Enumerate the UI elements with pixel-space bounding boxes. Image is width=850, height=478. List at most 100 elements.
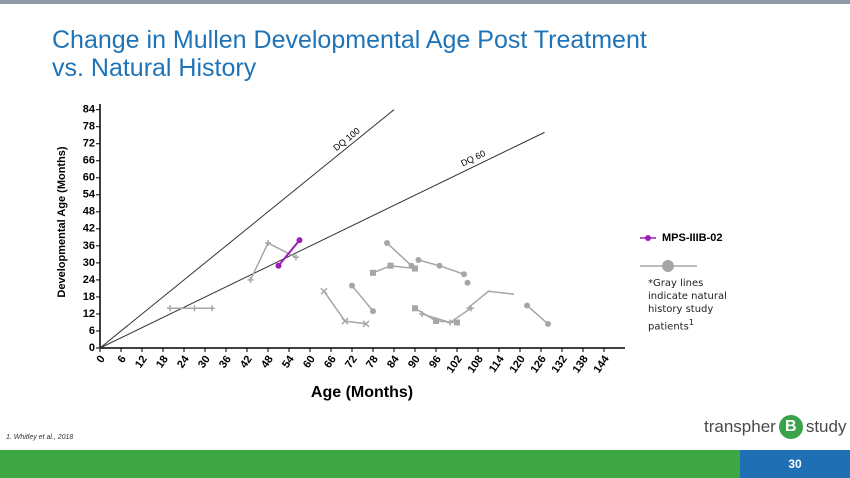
point	[447, 319, 453, 326]
point	[461, 271, 467, 278]
logo-text: transpher	[704, 417, 776, 436]
x-axis-label: Age (Months)	[311, 384, 413, 401]
point	[415, 257, 422, 264]
point	[293, 254, 299, 261]
x-tick-label: 132	[549, 354, 569, 376]
y-tick-label: 78	[83, 121, 95, 133]
logo-mark: B	[778, 415, 803, 439]
x-tick-label: 96	[427, 354, 444, 371]
x-tick-label: 78	[364, 354, 381, 371]
series-line	[526, 304, 549, 325]
point	[296, 237, 303, 244]
point	[512, 293, 514, 296]
y-axis-label: Developmental Age (Months)	[56, 146, 68, 297]
top-rule	[0, 0, 850, 4]
x-tick-label: 72	[343, 354, 360, 371]
reference-line	[99, 131, 545, 349]
x-tick-label: 36	[217, 354, 234, 371]
legend-label: MPS-IIIB-02	[662, 232, 723, 244]
slide-title: Change in Mullen Developmental Age Post …	[52, 26, 647, 82]
point	[265, 240, 271, 247]
y-tick-label: 24	[83, 274, 96, 286]
series-line	[249, 242, 297, 281]
note-ref: 1	[688, 317, 695, 327]
note-text: *Gray lines indicate natural history stu…	[648, 278, 727, 333]
x-tick-label: 90	[406, 354, 423, 371]
y-tick-label: 72	[83, 138, 95, 150]
title-line: Change in Mullen Developmental Age Post …	[52, 26, 647, 54]
x-tick-label: 18	[154, 354, 171, 371]
point	[387, 262, 394, 269]
x-tick-label: 144	[591, 353, 612, 376]
x-tick-label: 6	[115, 354, 128, 366]
x-tick-label: 12	[133, 354, 150, 371]
y-tick-label: 12	[83, 308, 95, 320]
footer-bar	[0, 450, 850, 478]
point	[487, 290, 490, 293]
x-tick-label: 114	[487, 353, 508, 375]
point	[320, 287, 328, 295]
x-tick-label: 120	[507, 354, 527, 376]
point	[362, 320, 370, 328]
legend-marker	[662, 260, 674, 272]
reference-line	[99, 109, 395, 349]
y-tick-label: 84	[83, 104, 96, 116]
y-tick-label: 6	[89, 325, 95, 337]
x-tick-label: 42	[238, 354, 255, 371]
point	[419, 310, 425, 317]
point	[384, 240, 390, 247]
logo: transpher B study	[704, 415, 846, 439]
point	[412, 305, 418, 312]
x-tick-label: 138	[570, 354, 590, 376]
page-number: 30	[740, 450, 850, 478]
series-line	[386, 242, 413, 267]
point	[275, 262, 282, 269]
point	[167, 305, 173, 312]
x-tick-label: 30	[196, 354, 213, 371]
x-tick-label: 84	[385, 353, 402, 371]
point	[412, 265, 418, 272]
x-tick-label: 66	[322, 354, 339, 371]
series-line	[277, 239, 301, 267]
point	[349, 282, 355, 289]
title-line: vs. Natural History	[52, 54, 257, 82]
y-tick-label: 18	[83, 291, 95, 303]
point	[464, 279, 471, 286]
x-tick-label: 48	[259, 354, 276, 371]
legend-marker	[645, 235, 651, 241]
point	[454, 319, 460, 326]
x-tick-label: 126	[528, 354, 548, 376]
point	[545, 320, 551, 327]
y-tick-label: 36	[83, 240, 95, 252]
legend-note: *Gray lines indicate natural history stu…	[648, 277, 728, 333]
point	[209, 305, 215, 312]
point	[524, 302, 530, 309]
y-tick-label: 48	[83, 206, 95, 218]
footnote: 1. Whitley et al., 2018	[6, 434, 74, 441]
point	[466, 307, 469, 310]
series-line	[467, 290, 514, 309]
series-line	[323, 290, 367, 325]
point	[436, 262, 443, 269]
point	[433, 318, 439, 325]
y-tick-label: 60	[83, 172, 95, 184]
series-line	[421, 307, 472, 324]
x-tick-label: 108	[465, 354, 485, 376]
point	[191, 305, 198, 312]
point	[370, 269, 376, 276]
point	[247, 276, 254, 283]
x-tick-label: 60	[301, 354, 318, 371]
y-tick-label: 0	[89, 342, 95, 354]
point	[408, 262, 415, 269]
y-tick-label: 54	[83, 189, 96, 201]
y-tick-label: 30	[83, 257, 95, 269]
y-tick-label: 66	[83, 155, 95, 167]
series-line	[351, 285, 374, 312]
logo-text: study	[805, 417, 847, 436]
x-tick-label: 0	[94, 354, 107, 366]
point	[370, 308, 376, 315]
reference-label: DQ 60	[459, 148, 487, 168]
x-tick-label: 54	[280, 353, 297, 371]
